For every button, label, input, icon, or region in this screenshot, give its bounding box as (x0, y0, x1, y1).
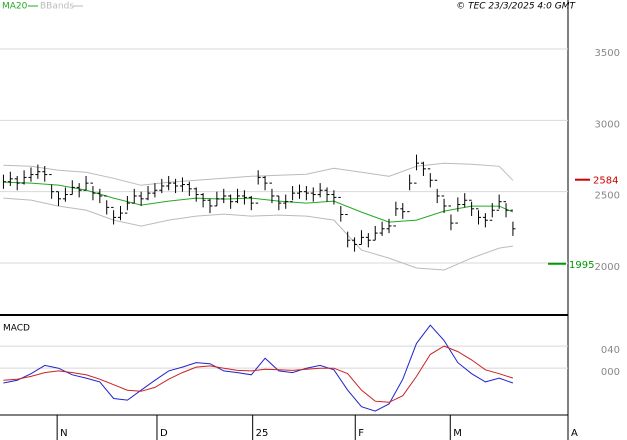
macd-title: MACD (3, 324, 30, 334)
macd-line (3, 345, 514, 403)
x-tick-label: D (160, 428, 168, 439)
legend-label: MA20 (2, 2, 28, 12)
y-tick-label: 000 (601, 367, 620, 378)
level-label: 1995 (569, 260, 594, 271)
x-tick-label: M (453, 428, 462, 439)
y-tick-label: 2000 (595, 262, 620, 273)
credit: © TEC 23/3/2025 4:0 GMT (456, 2, 576, 12)
band-line (3, 197, 513, 271)
ma-line (3, 181, 514, 223)
y-tick-label: 3000 (595, 119, 620, 130)
band-line (3, 162, 514, 186)
y-tick-label: 3500 (595, 48, 620, 59)
y-tick-label: 2500 (595, 191, 620, 202)
x-tick-label: F (358, 428, 364, 439)
legend-label: BBands (40, 2, 74, 12)
x-tick-label: N (60, 428, 67, 439)
macd-line (3, 324, 514, 412)
x-tick-label: 25 (256, 428, 269, 439)
y-tick-label: 040 (601, 345, 620, 356)
level-label: 2584 (593, 176, 618, 187)
x-tick-label: A (571, 428, 578, 439)
